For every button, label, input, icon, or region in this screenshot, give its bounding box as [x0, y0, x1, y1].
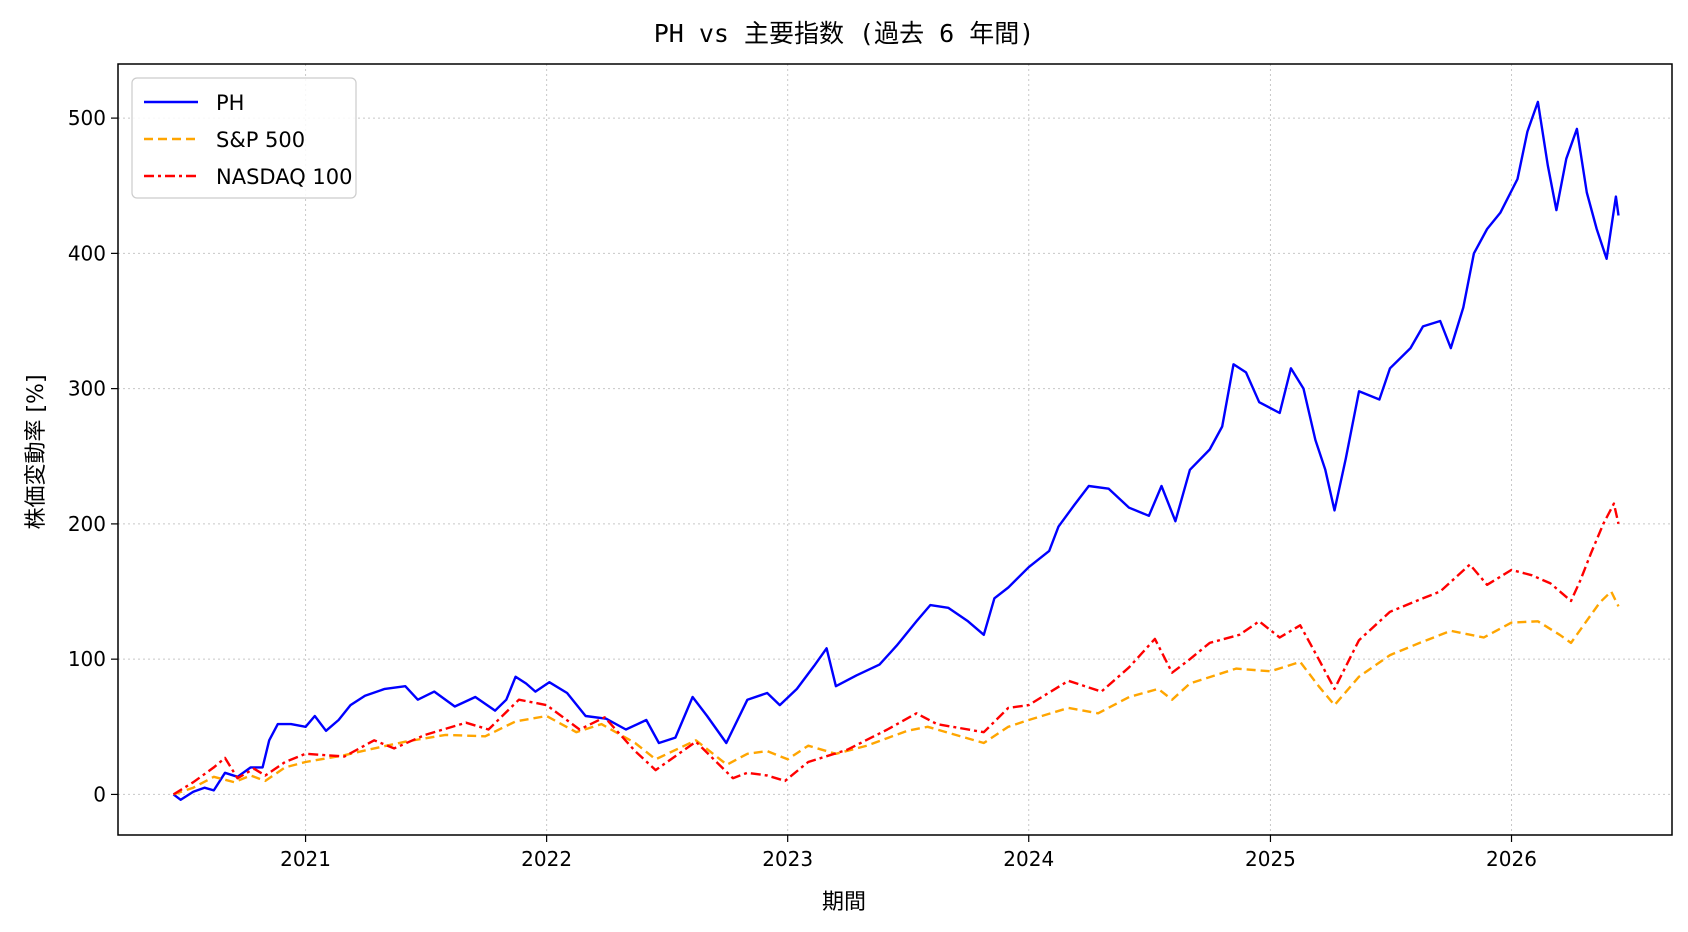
x-tick-label: 2024	[1003, 847, 1054, 871]
y-tick-label: 0	[93, 782, 106, 806]
y-tick-label: 300	[68, 377, 106, 401]
x-tick-label: 2021	[280, 847, 331, 871]
y-tick-label: 400	[68, 241, 106, 265]
grid	[118, 64, 1672, 835]
series-layer	[172, 100, 1620, 801]
x-tick-label: 2023	[762, 847, 813, 871]
legend-label: S&P 500	[216, 128, 305, 152]
axes-frame	[117, 63, 1673, 836]
x-axis-label: 期間	[821, 890, 866, 915]
y-tick-label: 100	[68, 647, 106, 671]
series-line-2	[172, 502, 1620, 796]
series-line-1	[173, 590, 1620, 796]
x-tick-label: 2025	[1245, 847, 1296, 871]
chart-title: PH vs 主要指数 (過去 6 年間)	[653, 19, 1035, 48]
x-tick-label: 2022	[521, 847, 572, 871]
legend-label: PH	[216, 91, 244, 115]
legend-label: NASDAQ 100	[216, 165, 353, 189]
x-tick-label: 2026	[1486, 847, 1537, 871]
tick-layer: 2021 2022 2023 2024 2025 2026 0 100 200 300 400 500	[68, 106, 1537, 871]
legend: PH S&P 500 NASDAQ 100	[131, 77, 357, 199]
y-tick-label: 200	[68, 512, 106, 536]
legend-box	[131, 77, 357, 199]
series-line-0	[172, 100, 1620, 801]
y-axis-label: 株価変動率 [%]	[24, 374, 49, 530]
y-tick-label: 500	[68, 106, 106, 130]
